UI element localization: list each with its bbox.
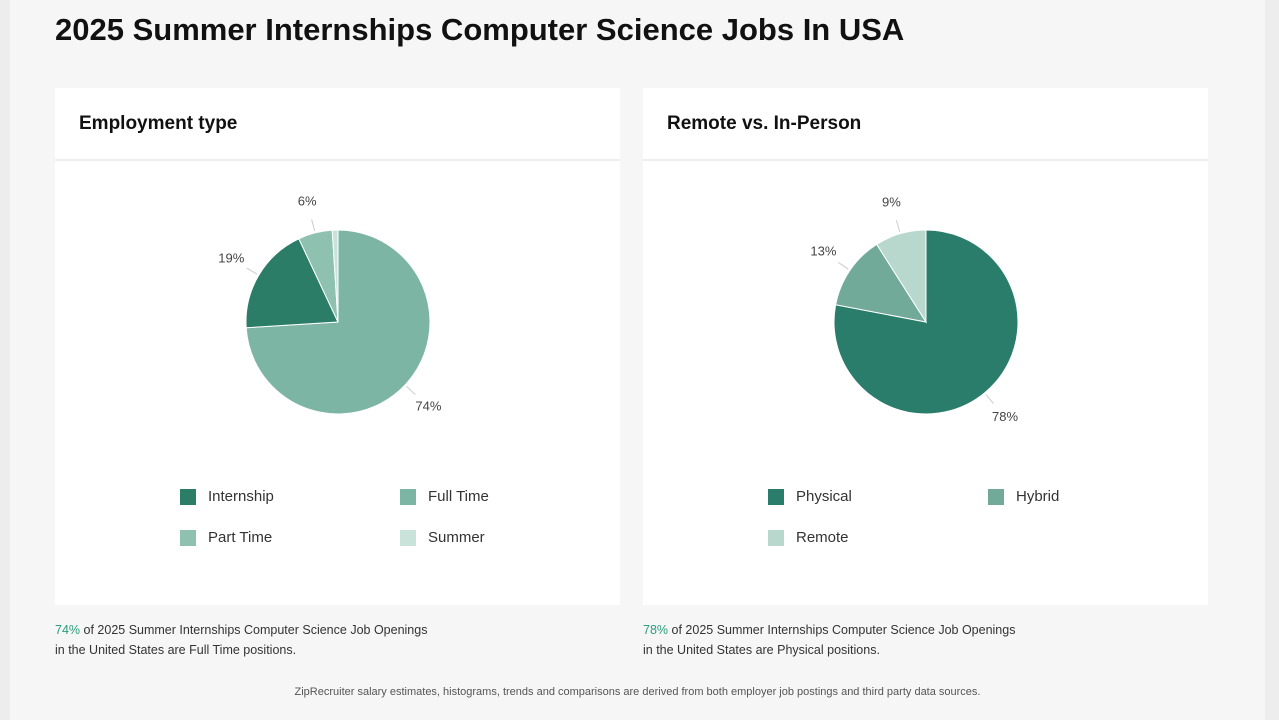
pie-slice xyxy=(833,229,1019,415)
caption-highlight: 78% xyxy=(643,623,669,637)
legend-swatch xyxy=(768,530,784,546)
legend-swatch xyxy=(400,489,416,505)
data-label: 13% xyxy=(810,244,836,259)
caption-text: of 2025 Summer Internships Computer Scie… xyxy=(55,623,428,657)
chart-title: Employment type xyxy=(79,113,237,134)
legend-label: Hybrid xyxy=(1016,488,1059,505)
leader-line xyxy=(246,267,258,275)
legend-label: Internship xyxy=(208,488,274,505)
chart-title: Remote vs. In-Person xyxy=(667,113,861,134)
chart-card: Employment type 74% 19% 6% Internship Full Ti… xyxy=(55,88,620,605)
chart-card: Remote vs. In-Person 78% 13% 9% Physical Hybr… xyxy=(643,88,1208,605)
legend-swatch xyxy=(768,489,784,505)
leader-line xyxy=(838,262,849,270)
pie-slice xyxy=(876,229,927,324)
legend-label: Remote xyxy=(796,529,849,546)
page: 2025 Summer Internships Computer Science… xyxy=(10,0,1265,720)
leader-line xyxy=(311,219,316,232)
pie-slice xyxy=(245,238,339,329)
leader-line xyxy=(985,394,994,404)
leader-line xyxy=(406,385,416,395)
leader-line xyxy=(895,220,901,232)
legend-label: Summer xyxy=(428,529,485,546)
caption-text: of 2025 Summer Internships Computer Scie… xyxy=(643,623,1016,657)
data-label: 74% xyxy=(415,398,441,413)
data-label: 9% xyxy=(882,194,901,209)
data-label: 19% xyxy=(218,250,244,265)
chart: Remote vs. In-Person 78% 13% 9% Physical Hybr… xyxy=(643,113,1208,546)
legend-swatch xyxy=(988,489,1004,505)
legend-swatch xyxy=(180,530,196,546)
data-label: 6% xyxy=(298,193,317,208)
data-label: 78% xyxy=(992,409,1018,424)
pie-slice xyxy=(835,243,928,323)
caption: 74% of 2025 Summer Internships Computer … xyxy=(55,620,435,660)
caption-highlight: 74% xyxy=(55,623,81,637)
footer: ZipRecruiter salary estimates, histogram… xyxy=(294,686,981,698)
legend-swatch xyxy=(180,489,196,505)
pie-slice xyxy=(331,229,339,323)
page-title: 2025 Summer Internships Computer Science… xyxy=(55,12,905,47)
legend-label: Physical xyxy=(796,488,852,505)
caption: 78% of 2025 Summer Internships Computer … xyxy=(643,620,1023,660)
chart: Employment type 74% 19% 6% Internship Full Ti… xyxy=(55,113,620,546)
legend-label: Part Time xyxy=(208,529,272,546)
legend-swatch xyxy=(400,530,416,546)
legend-label: Full Time xyxy=(428,488,489,505)
